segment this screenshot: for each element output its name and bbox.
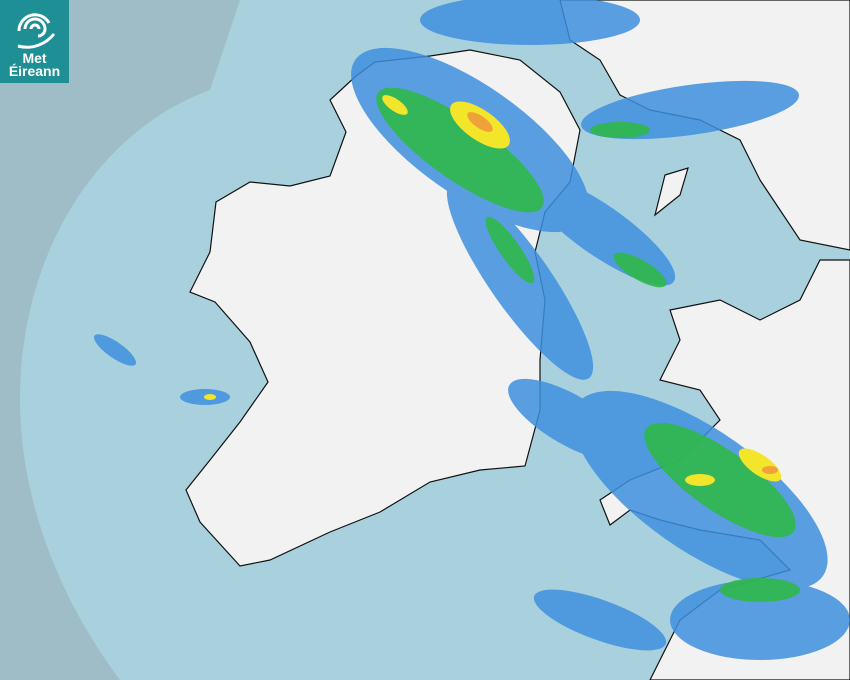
- rain-very-heavy: [467, 112, 778, 474]
- logo-text-eireann: Éireann: [8, 63, 61, 79]
- rain-moderate: [376, 87, 800, 602]
- spiral-logo-icon: [16, 13, 55, 49]
- scotland: [559, 0, 850, 251]
- logo-text-met: Met: [22, 50, 47, 66]
- isle-of-man: [653, 167, 689, 217]
- met-eireann-logo: Met Éireann: [0, 0, 69, 83]
